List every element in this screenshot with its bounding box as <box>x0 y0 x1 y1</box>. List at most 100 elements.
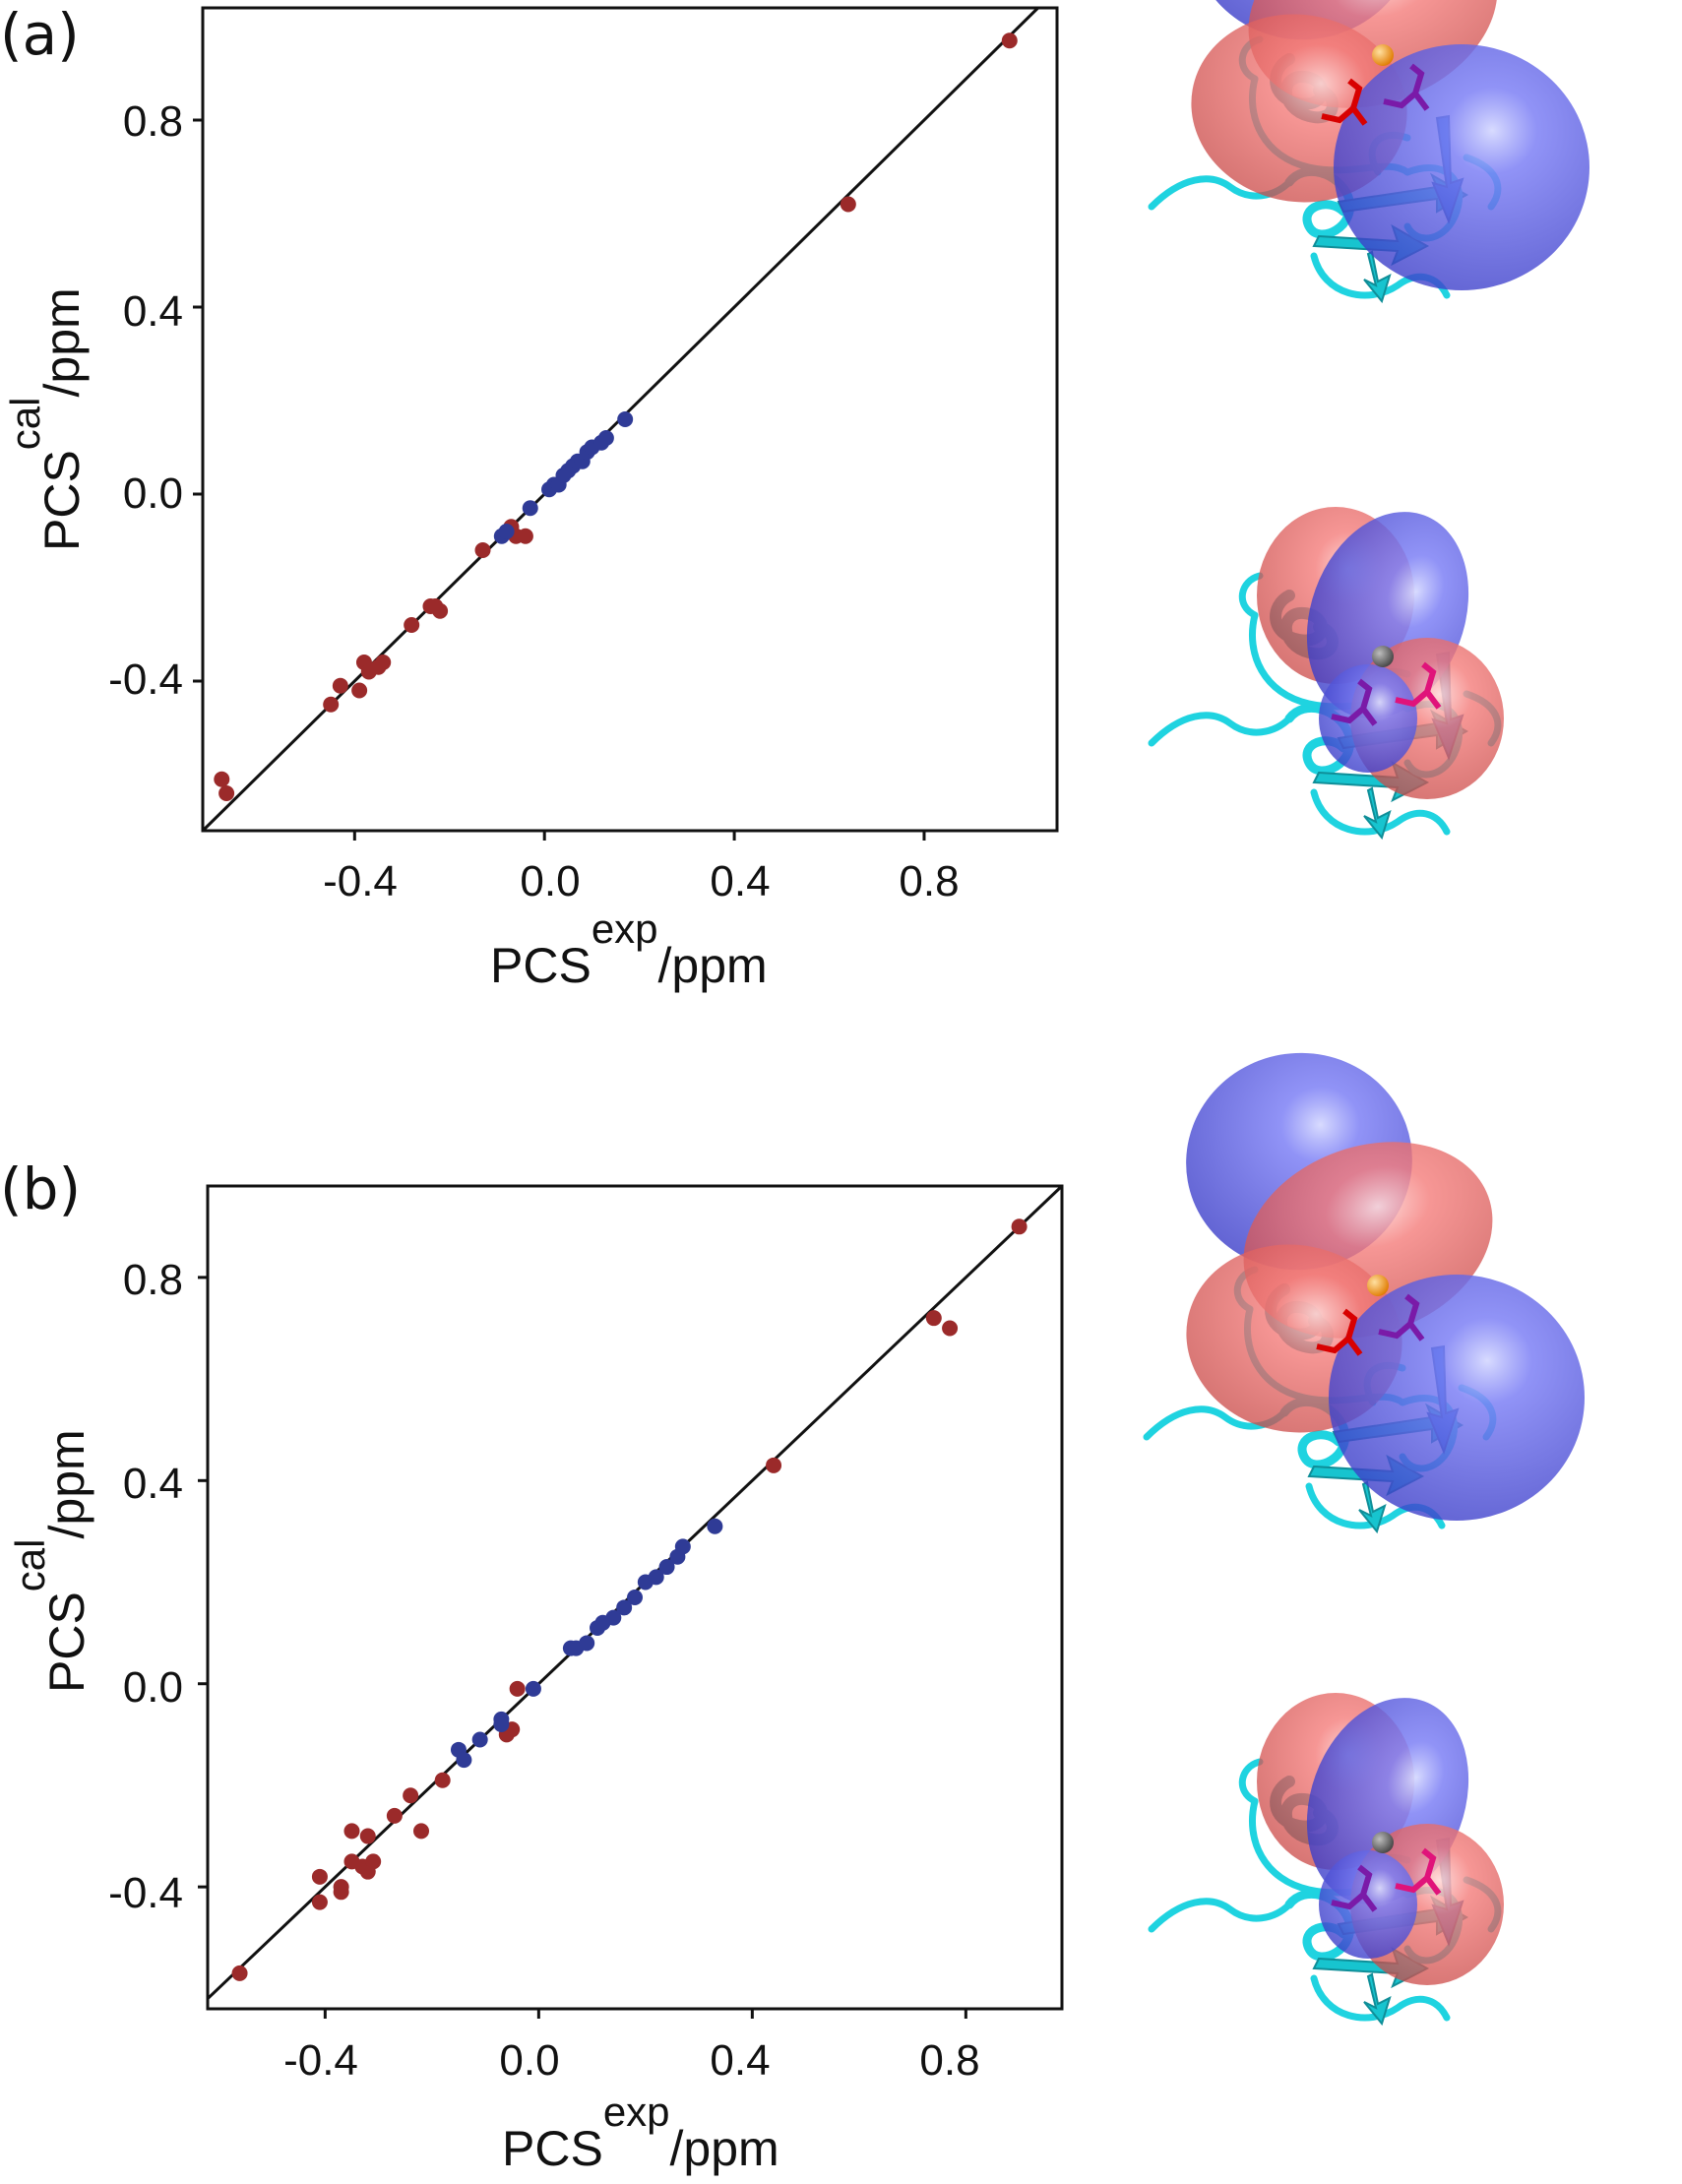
y-tick-label: -0.4 <box>108 655 183 704</box>
x-axis-label-b: PCSexp/ppm <box>502 2089 779 2176</box>
y-tick-label: 0.4 <box>123 1460 183 1508</box>
red-data-point <box>311 1894 328 1910</box>
blue-data-point <box>658 1559 675 1576</box>
red-data-point <box>474 542 491 558</box>
x-tick-label: 0.4 <box>710 2036 770 2085</box>
red-data-point <box>432 602 449 619</box>
red-data-point <box>351 682 368 699</box>
y-axis-label-sup: cal <box>7 1538 53 1591</box>
side-chain <box>1395 661 1442 710</box>
y-tick-labels-b: -0.4 0.0 0.4 0.8 <box>108 1256 183 1917</box>
red-data-point <box>375 655 392 670</box>
blue-data-point <box>674 1538 691 1555</box>
red-data-point <box>509 1680 526 1697</box>
data-points-a <box>214 32 1018 801</box>
y-axis-label-unit: /ppm <box>34 287 90 397</box>
x-tick-label: -0.4 <box>323 857 398 905</box>
red-data-point <box>311 1868 328 1885</box>
y-axis-label-base: PCS <box>34 450 90 551</box>
side-chain <box>1383 63 1430 111</box>
metal-ion-orange <box>1372 44 1394 66</box>
side-chain <box>1321 78 1368 126</box>
protein-structure-1 <box>1148 0 1589 304</box>
red-data-point <box>766 1457 782 1473</box>
data-points-b <box>231 1218 1028 1981</box>
x-tick-label: -0.4 <box>283 2036 358 2085</box>
y-tick-label: 0.4 <box>123 287 183 336</box>
y-axis-label-base: PCS <box>39 1591 94 1693</box>
red-data-point <box>517 528 533 544</box>
red-data-point <box>1011 1218 1028 1235</box>
x-tick-label: 0.0 <box>499 2036 559 2085</box>
tick-marks-a <box>193 118 926 841</box>
red-data-point <box>218 785 235 801</box>
red-data-point <box>942 1320 959 1337</box>
y-axis-label-unit: /ppm <box>39 1429 94 1538</box>
metal-ion-grey <box>1372 1832 1394 1853</box>
x-axis-label-unit: /ppm <box>658 938 768 993</box>
side-chain <box>1395 1847 1442 1896</box>
y-tick-label: -0.4 <box>108 1869 183 1917</box>
y-tick-label: 0.0 <box>123 469 183 518</box>
x-tick-labels-a: -0.4 0.0 0.4 0.8 <box>323 857 960 905</box>
blue-data-point <box>597 430 614 446</box>
red-data-point <box>333 1884 349 1901</box>
plot-frame-b <box>206 1184 1064 2011</box>
pcs-lobe-blue <box>1334 44 1589 290</box>
x-axis-label-unit: /ppm <box>670 2121 779 2176</box>
red-data-point <box>214 771 230 787</box>
red-data-point <box>404 617 420 633</box>
blue-data-point <box>617 411 634 427</box>
y-tick-label: 0.8 <box>123 97 183 146</box>
red-data-point <box>323 696 340 713</box>
red-data-point <box>332 677 348 694</box>
blue-data-point <box>471 1731 488 1748</box>
metal-ion-grey <box>1372 646 1394 667</box>
red-data-point <box>403 1787 419 1804</box>
blue-data-point <box>627 1590 643 1605</box>
red-data-point <box>434 1772 451 1788</box>
red-data-point <box>386 1807 403 1824</box>
red-data-point <box>365 1853 382 1870</box>
x-axis-label-base: PCS <box>502 2121 603 2176</box>
y-axis-label-sup: cal <box>2 397 48 450</box>
side-chain <box>1316 1308 1363 1356</box>
y-tick-label: 0.8 <box>123 1256 183 1304</box>
scatter-chart-a: (a) -0.4 0.0 0.4 0.8 -0.4 0.0 0.4 0.8 PC… <box>0 1 1059 993</box>
pcs-lobe-blue <box>1329 1275 1585 1521</box>
blue-data-point <box>605 1609 622 1626</box>
tick-marks-b <box>198 1276 967 2019</box>
side-chain <box>1331 678 1378 726</box>
y-axis-label-a: PCScal/ppm <box>2 287 90 551</box>
y-tick-labels-a: -0.4 0.0 0.4 0.8 <box>108 97 183 704</box>
blue-data-point <box>493 1716 510 1733</box>
y-tick-label: 0.0 <box>123 1663 183 1712</box>
x-axis-label-sup: exp <box>592 905 658 952</box>
panel-label-b: (b) <box>0 1155 81 1222</box>
x-tick-label: 0.8 <box>919 2036 979 2085</box>
blue-data-point <box>579 1635 595 1652</box>
red-data-point <box>343 1823 360 1840</box>
x-tick-label: 0.8 <box>899 857 959 905</box>
x-axis-label-sup: exp <box>603 2089 670 2135</box>
blue-data-point <box>522 500 538 517</box>
protein-structure-2 <box>1148 507 1504 841</box>
metal-ion-orange <box>1367 1275 1389 1296</box>
red-data-point <box>925 1310 942 1327</box>
x-tick-label: 0.4 <box>710 857 770 905</box>
blue-data-point <box>707 1518 723 1534</box>
x-axis-label-base: PCS <box>490 938 592 993</box>
blue-data-point <box>456 1752 472 1769</box>
red-data-point <box>359 1828 376 1844</box>
plot-frame-a <box>201 6 1059 833</box>
red-data-point <box>1001 32 1018 49</box>
blue-data-point <box>525 1680 541 1697</box>
x-tick-label: 0.0 <box>520 857 580 905</box>
x-axis-label-a: PCSexp/ppm <box>490 905 768 993</box>
side-chain <box>1331 1864 1378 1912</box>
panel-label-a: (a) <box>0 1 80 68</box>
y-axis-label-b: PCScal/ppm <box>7 1429 94 1693</box>
x-tick-labels-b: -0.4 0.0 0.4 0.8 <box>283 2036 980 2085</box>
blue-data-point <box>648 1569 664 1586</box>
